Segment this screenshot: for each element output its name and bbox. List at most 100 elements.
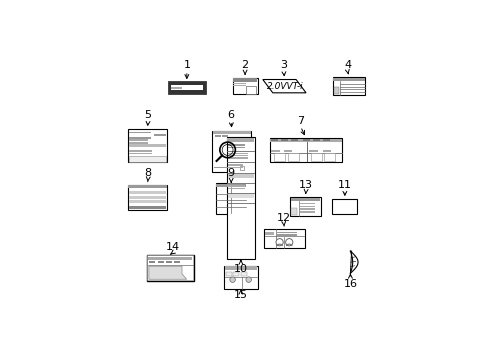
Bar (303, 139, 309, 141)
Bar (290, 208, 296, 215)
Bar (228, 164, 243, 166)
Bar (227, 174, 254, 179)
Bar (299, 206, 314, 207)
Text: 9: 9 (227, 168, 234, 179)
Bar (168, 82, 204, 93)
Text: 5: 5 (144, 110, 151, 120)
Bar (146, 255, 193, 281)
Bar (299, 211, 314, 212)
Text: 4: 4 (344, 60, 350, 70)
Text: 12: 12 (276, 213, 290, 223)
Bar (233, 85, 245, 86)
Bar (312, 139, 319, 141)
Bar (271, 139, 278, 141)
Bar (129, 156, 166, 162)
Bar (212, 131, 250, 134)
Circle shape (245, 277, 251, 283)
Text: 3: 3 (280, 60, 287, 70)
Bar (333, 87, 339, 94)
Text: 13: 13 (299, 180, 312, 190)
Bar (226, 138, 254, 260)
Bar (269, 138, 342, 162)
Bar (129, 144, 166, 147)
Bar (171, 85, 203, 90)
Bar (128, 185, 166, 188)
Bar (174, 261, 180, 263)
Bar (233, 271, 239, 276)
Bar (129, 153, 152, 154)
Bar (274, 153, 285, 161)
Bar (240, 166, 244, 170)
Bar (171, 87, 182, 89)
Bar (129, 132, 150, 133)
Bar (216, 184, 245, 187)
Text: 2.0VVT-i: 2.0VVT-i (266, 82, 303, 91)
Bar (228, 147, 244, 148)
Bar (129, 196, 166, 199)
Circle shape (229, 277, 235, 283)
Bar (228, 188, 244, 189)
Text: 2: 2 (241, 60, 248, 70)
Bar (129, 142, 148, 144)
Bar (290, 197, 320, 216)
Text: 6: 6 (227, 110, 234, 120)
Bar (284, 150, 292, 152)
Bar (246, 86, 255, 94)
Polygon shape (148, 266, 186, 279)
Bar (232, 78, 257, 94)
Bar (310, 153, 322, 161)
Circle shape (285, 239, 292, 246)
Bar (129, 206, 166, 209)
Text: 10: 10 (233, 264, 247, 274)
Bar (277, 232, 296, 233)
Bar (277, 234, 296, 235)
Bar (290, 198, 320, 201)
Circle shape (275, 239, 283, 246)
Bar (270, 139, 341, 142)
Text: 1: 1 (183, 60, 190, 70)
Bar (227, 138, 254, 142)
Text: 16: 16 (343, 279, 357, 289)
Bar (147, 255, 193, 280)
Bar (322, 139, 329, 141)
Bar (324, 153, 334, 161)
Bar (271, 150, 279, 152)
Bar (333, 78, 364, 81)
Bar (129, 139, 148, 141)
Bar (128, 185, 166, 210)
Bar (322, 150, 330, 152)
Bar (222, 135, 228, 136)
Bar (228, 155, 247, 156)
Text: 14: 14 (165, 242, 180, 252)
Bar (332, 199, 357, 214)
Bar (154, 134, 166, 136)
Bar (216, 183, 246, 214)
Bar (299, 208, 314, 210)
Bar (309, 150, 317, 152)
Bar (158, 261, 163, 263)
Bar (166, 261, 172, 263)
Text: 8: 8 (144, 168, 151, 179)
Bar (148, 261, 155, 263)
Bar (233, 82, 245, 84)
Bar (264, 229, 304, 248)
Bar (299, 203, 314, 204)
Text: 15: 15 (233, 291, 247, 301)
Bar (228, 157, 247, 158)
Bar (228, 144, 244, 146)
Bar (332, 77, 364, 95)
Bar (212, 131, 251, 172)
Bar (129, 137, 150, 139)
Bar (128, 129, 166, 162)
Bar (129, 200, 166, 203)
Bar (241, 271, 246, 276)
Bar (265, 232, 273, 235)
Bar (225, 271, 231, 276)
Bar (227, 194, 254, 198)
Bar (224, 266, 257, 270)
Text: 7: 7 (296, 116, 304, 126)
Bar (228, 167, 243, 168)
Bar (232, 78, 257, 82)
Bar (214, 135, 220, 136)
Bar (129, 150, 152, 152)
